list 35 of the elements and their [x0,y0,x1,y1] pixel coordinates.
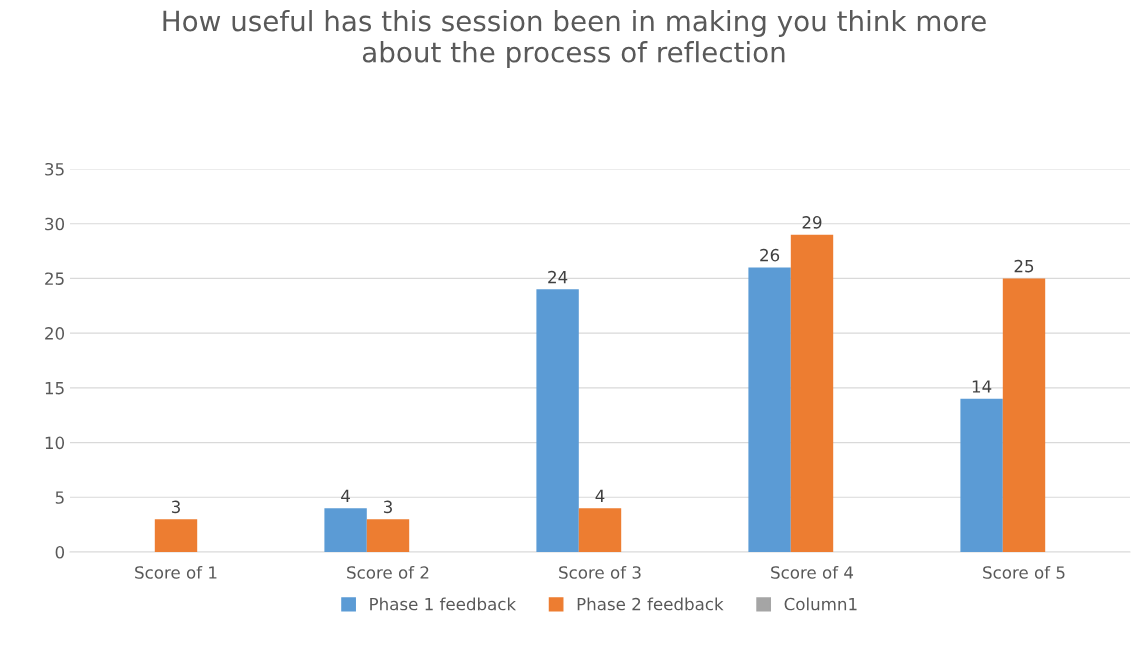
bar [536,289,579,552]
x-tick-label: Score of 5 [983,565,1065,579]
x-tick-label: Score of 2 [347,565,429,579]
x-tick-label: Score of 4 [771,565,854,579]
x-tick-label: Score of 1 [135,565,217,579]
y-tick-label: 15 [45,382,64,395]
data-label: 26 [760,248,780,262]
legend-label: Phase 1 feedback [370,597,517,611]
bar [790,234,834,552]
data-label: 25 [1014,259,1034,273]
y-tick-label: 0 [55,545,65,559]
y-tick-label: 20 [45,327,65,340]
bar [366,519,410,552]
data-label: 3 [171,500,180,514]
y-tick-label: 35 [45,162,64,176]
bar [960,398,1003,552]
bar [1002,278,1046,552]
data-label: 4 [341,489,350,502]
bar [578,508,622,552]
legend-label: Phase 2 feedback [577,597,724,611]
bar [154,519,198,552]
data-label: 4 [595,489,605,502]
chart-title: How useful has this session been in making you think more about the process of reflection [163,10,986,68]
y-tick-label: 10 [45,436,65,450]
y-tick-label: 5 [55,491,64,504]
y-tick-label: 25 [45,272,64,285]
x-tick-label: Score of 3 [559,565,641,579]
data-label: 29 [802,216,822,229]
data-label: 14 [972,380,992,393]
y-tick-label: 30 [45,217,65,231]
legend-label: Column1 [784,597,857,611]
bar [748,267,791,552]
data-label: 3 [383,500,392,514]
bar [324,508,367,552]
data-label: 24 [548,270,568,284]
